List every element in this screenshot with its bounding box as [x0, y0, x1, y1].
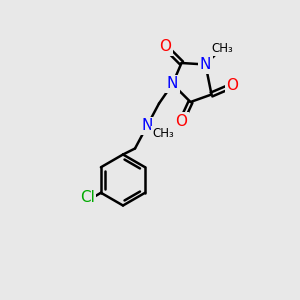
Text: N: N [167, 76, 178, 92]
Text: N: N [200, 57, 211, 72]
Text: CH₃: CH₃ [211, 41, 233, 55]
Text: O: O [176, 114, 188, 129]
Text: CH₃: CH₃ [153, 127, 174, 140]
Text: Cl: Cl [80, 190, 95, 205]
Text: N: N [141, 118, 153, 134]
Text: O: O [226, 78, 238, 93]
Text: O: O [159, 39, 171, 54]
